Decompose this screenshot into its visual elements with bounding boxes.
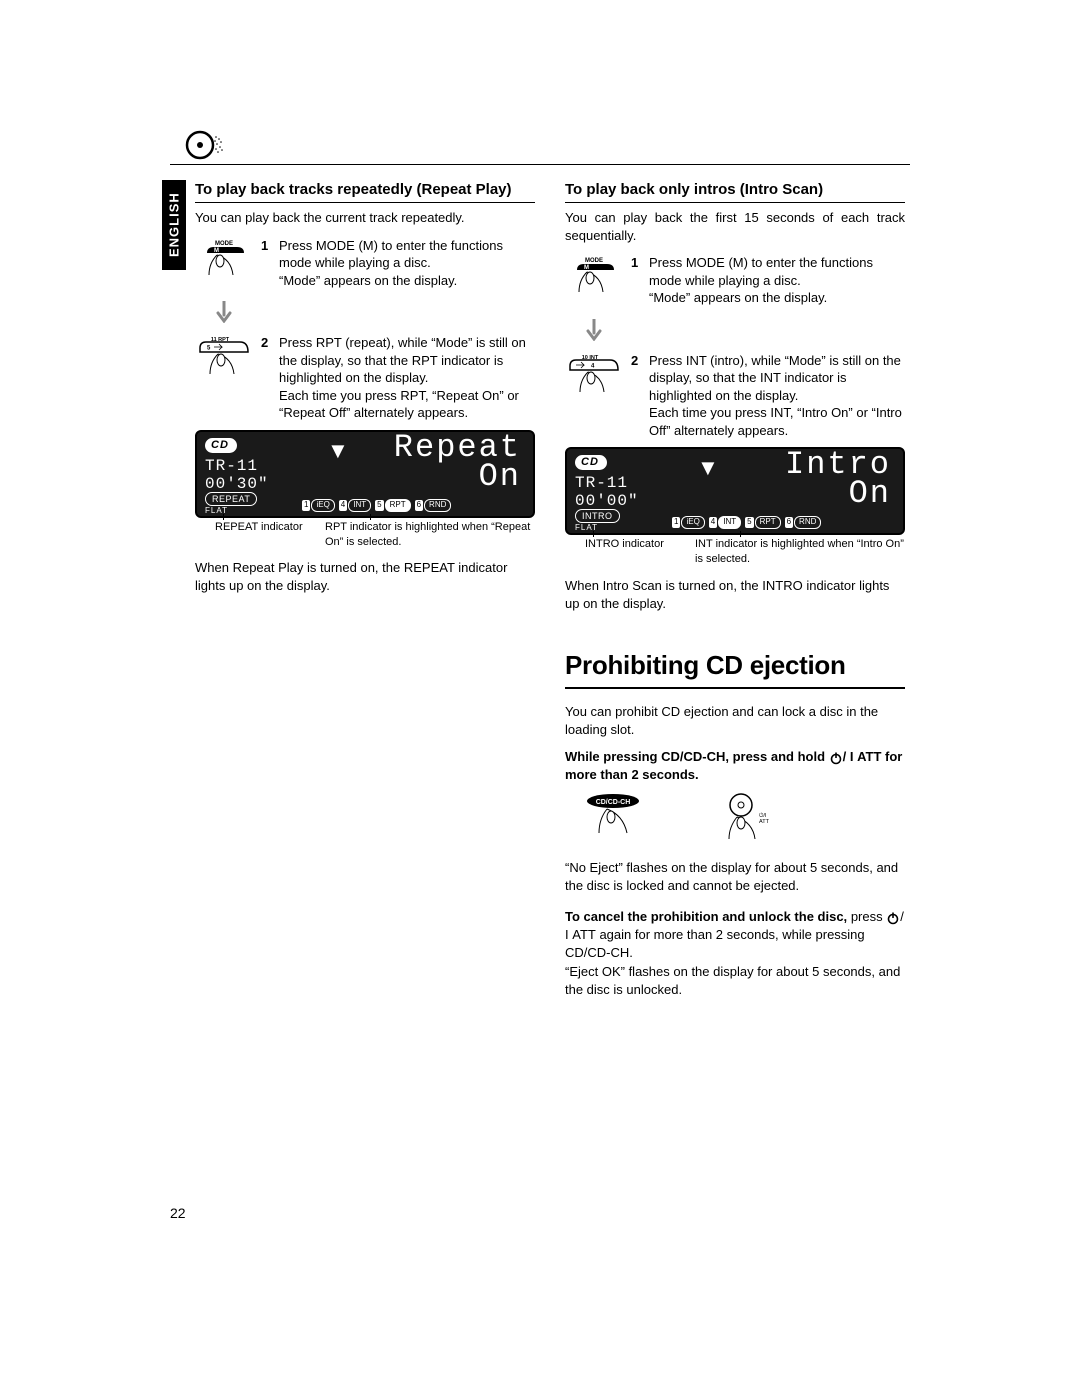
disp-big-text: IntroOn	[785, 451, 891, 509]
power-icon	[829, 751, 843, 765]
prohibit-instruction: While pressing CD/CD-CH, press and hold …	[565, 748, 905, 783]
prohibit-buttons: CD/CD-CH ⏻/I ATT	[585, 793, 905, 845]
intro-summary: When Intro Scan is turned on, the INTRO …	[565, 577, 905, 612]
arrow-down-icon	[195, 297, 253, 334]
prohibit-body-2: “Eject OK” flashes on the display for ab…	[565, 963, 905, 998]
intro-step-1: MODE M 1 Press MODE (M) to enter the fun…	[565, 254, 905, 307]
disp-mode-badge: INTRO	[575, 509, 620, 523]
step-number: 2	[631, 352, 643, 440]
repeat-heading: To play back tracks repeatedly (Repeat P…	[195, 180, 535, 203]
step-text: Press INT (intro), while “Mode” is still…	[649, 353, 901, 403]
step-text: Press MODE (M) to enter the functions mo…	[279, 238, 503, 271]
cdcdch-button-icon: CD/CD-CH	[585, 793, 649, 841]
mode-button-icon: MODE M	[199, 237, 249, 281]
disp-flat: FLAT	[575, 523, 598, 534]
repeat-summary: When Repeat Play is turned on, the REPEA…	[195, 559, 535, 594]
intro-intro: You can play back the first 15 seconds o…	[565, 209, 905, 244]
intro-scan-section: To play back only intros (Intro Scan) Yo…	[565, 180, 905, 998]
disp-marker-icon: ▼	[697, 453, 719, 483]
disp-flat: FLAT	[205, 506, 228, 517]
disp-indicator-strip: 1iEQ 4INT 5RPT 6RND	[302, 499, 451, 512]
power-icon	[886, 911, 900, 925]
step-note: “Mode” appears on the display.	[279, 273, 457, 288]
step-note: Each time you press RPT, “Repeat On” or …	[279, 388, 519, 421]
arrow-down-icon	[565, 315, 623, 352]
language-tab: ENGLISH	[162, 180, 186, 270]
step-number: 1	[261, 237, 273, 290]
disp-cd-label: CD	[575, 455, 607, 470]
header-divider	[170, 164, 910, 165]
repeat-play-section: To play back tracks repeatedly (Repeat P…	[195, 180, 535, 998]
intro-heading: To play back only intros (Intro Scan)	[565, 180, 905, 203]
prohibit-body-1: “No Eject” flashes on the display for ab…	[565, 859, 905, 894]
callout-int-highlighted: INT indicator is highlighted when “Intro…	[685, 537, 905, 567]
repeat-intro: You can play back the current track repe…	[195, 209, 535, 227]
intro-step-2: 10 INT 4 2 Press INT (intro), while “Mod…	[565, 352, 905, 440]
repeat-step-1: MODE M 1 Press MODE (M) to enter the fun…	[195, 237, 535, 290]
rpt-button-icon: 11 RPT 5	[196, 334, 252, 380]
callout-repeat-indicator: REPEAT indicator	[195, 520, 315, 550]
power-att-label: ⏻/I	[759, 812, 767, 819]
step-number: 1	[631, 254, 643, 307]
int-button-icon: 10 INT 4	[566, 352, 622, 398]
step-text: Press RPT (repeat), while “Mode” is stil…	[279, 335, 526, 385]
prohibit-cancel: To cancel the prohibition and unlock the…	[565, 908, 905, 961]
intro-display: CD ▼ TR-11 00'00" INTRO FLAT IntroOn 1iE…	[565, 447, 905, 535]
disp-big-text: RepeatOn	[394, 434, 521, 492]
svg-text:ATT: ATT	[759, 819, 770, 825]
disp-mode-badge: REPEAT	[205, 492, 257, 506]
disp-indicator-strip: 1iEQ 4INT 5RPT 6RND	[672, 516, 821, 529]
disp-cd-label: CD	[205, 438, 237, 453]
svg-text:CD/CD-CH: CD/CD-CH	[596, 799, 631, 806]
cd-header-icon	[185, 128, 227, 167]
callout-intro-indicator: INTRO indicator	[565, 537, 685, 567]
svg-text:M: M	[584, 265, 589, 271]
page-number: 22	[170, 1205, 186, 1221]
repeat-display: CD ▼ TR-11 00'30" REPEAT FLAT RepeatOn 1…	[195, 430, 535, 518]
step-note: Each time you press INT, “Intro On” or “…	[649, 405, 902, 438]
att-button-icon: ⏻/I ATT	[719, 793, 775, 845]
svg-text:M: M	[214, 248, 219, 254]
callout-rpt-highlighted: RPT indicator is highlighted when “Repea…	[315, 520, 535, 550]
svg-text:MODE: MODE	[215, 241, 233, 247]
prohibit-section-title: Prohibiting CD ejection	[565, 648, 905, 689]
repeat-callouts: REPEAT indicator RPT indicator is highli…	[195, 520, 535, 550]
prohibit-intro: You can prohibit CD ejection and can loc…	[565, 703, 905, 738]
mode-button-icon: MODE M	[569, 254, 619, 298]
repeat-step-2: 11 RPT 5 2 Press RPT (repeat), while “Mo…	[195, 334, 535, 422]
intro-callouts: INTRO indicator INT indicator is highlig…	[565, 537, 905, 567]
step-text: Press MODE (M) to enter the functions mo…	[649, 255, 873, 288]
step-note: “Mode” appears on the display.	[649, 290, 827, 305]
svg-text:MODE: MODE	[585, 258, 603, 264]
step-number: 2	[261, 334, 273, 422]
disp-marker-icon: ▼	[327, 436, 349, 466]
